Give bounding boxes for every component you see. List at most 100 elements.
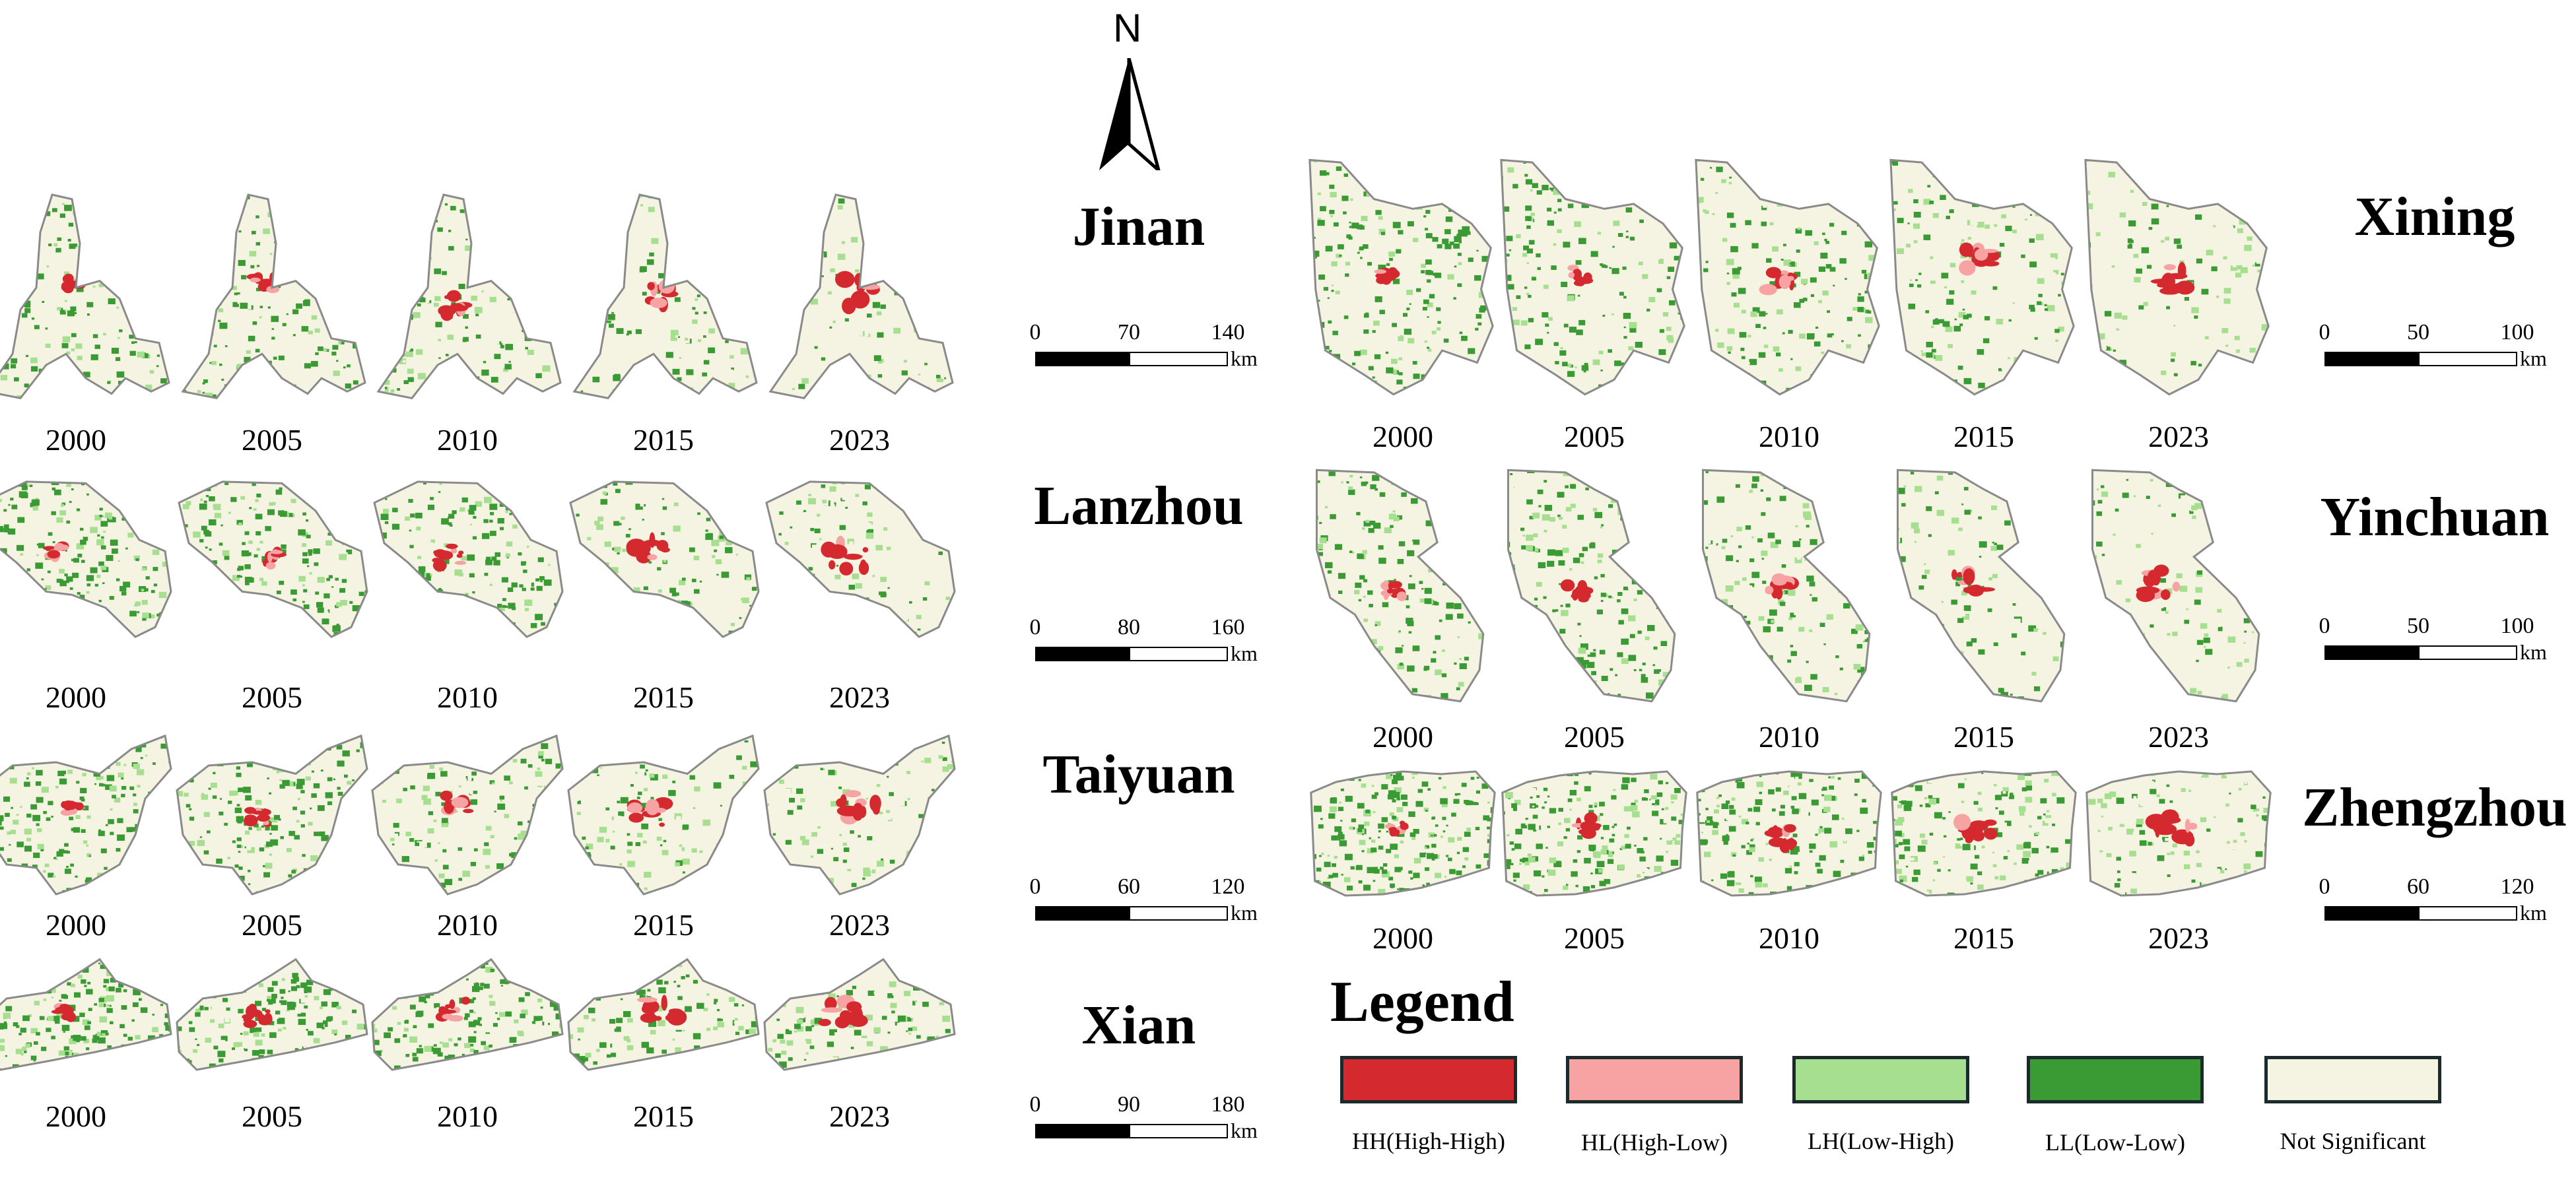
map-xining-2000: [1308, 158, 1494, 396]
year-label: 2015: [633, 680, 694, 714]
map-jinan-2023: [768, 193, 954, 399]
scale-tick-label: 50: [2407, 320, 2429, 344]
scale-bar-lanzhou: 0 80 160 km: [1029, 615, 1258, 674]
map-yinchuan-2000: [1316, 469, 1485, 703]
year-label: 2023: [829, 1099, 890, 1133]
scale-tick-label: 50: [2407, 614, 2429, 638]
city-label-xining: Xining: [2354, 186, 2515, 247]
year-label: 2010: [437, 908, 498, 942]
city-label-taiyuan: Taiyuan: [1042, 744, 1235, 805]
scale-tick-label: 60: [1118, 874, 1140, 899]
map-xian-2010: [371, 958, 564, 1071]
scale-bar-white: [1129, 906, 1228, 921]
scale-unit: km: [2520, 640, 2547, 664]
year-label: 2010: [437, 423, 498, 457]
north-label: N: [1113, 6, 1142, 50]
scale-bar-black: [1035, 352, 1129, 366]
year-label: 2000: [46, 680, 106, 714]
year-label: 2010: [1759, 420, 1819, 453]
scale-bar-white: [1129, 352, 1228, 366]
year-label: 2023: [2148, 420, 2209, 453]
city-label-jinan: Jinan: [1072, 196, 1205, 257]
scale-tick-label: 80: [1118, 615, 1140, 639]
year-label: 2000: [46, 1099, 106, 1133]
year-label: 2000: [46, 908, 106, 942]
scale-bar-yinchuan: 0 50 100 km: [2319, 614, 2547, 673]
scale-tick-label: 60: [2407, 874, 2429, 899]
year-label: 2023: [2148, 921, 2209, 955]
scale-unit: km: [2520, 346, 2547, 370]
scale-bar-white: [1129, 647, 1228, 661]
year-label: 2010: [1759, 720, 1819, 754]
map-zhengzhou-2023: [2085, 770, 2272, 897]
scale-bar-white: [2418, 352, 2517, 366]
scale-tick-label: 0: [1029, 320, 1041, 344]
year-label: 2005: [242, 423, 302, 457]
year-label: 2010: [437, 680, 498, 714]
scale-tick-label: 160: [1211, 615, 1245, 639]
legend-label: LL(Low-Low): [2045, 1129, 2185, 1156]
map-lanzhou-2015: [569, 480, 760, 638]
scale-bar-black: [1035, 1124, 1129, 1138]
year-label: 2000: [1373, 720, 1433, 754]
scale-bar-xian: 0 90 180 km: [1029, 1092, 1258, 1152]
scale-tick-label: 70: [1118, 320, 1140, 344]
year-label: 2010: [1759, 921, 1819, 955]
year-label: 2015: [1953, 720, 2014, 754]
scale-tick-label: 180: [1211, 1092, 1245, 1117]
city-label-yinchuan: Yinchuan: [2320, 486, 2550, 548]
scale-bar-jinan: 0 70 140 km: [1029, 320, 1258, 379]
north-arrow-icon: [1099, 58, 1161, 170]
year-label: 2000: [1373, 921, 1433, 955]
scale-tick-label: 0: [1029, 1092, 1041, 1117]
map-xining-2015: [1889, 158, 2075, 396]
year-label: 2023: [2148, 720, 2209, 754]
map-xian-2000: [0, 958, 172, 1071]
map-zhengzhou-2000: [1310, 770, 1496, 897]
year-label: 2023: [829, 680, 890, 714]
legend-label: HH(High-High): [1352, 1128, 1505, 1154]
year-label: 2005: [1564, 420, 1625, 453]
map-xian-2015: [567, 958, 760, 1071]
legend-label: HL(High-Low): [1581, 1129, 1728, 1156]
legend-title: Legend: [1330, 970, 1514, 1034]
year-label: 2023: [829, 423, 890, 457]
map-yinchuan-2010: [1702, 469, 1871, 703]
scale-unit: km: [1231, 901, 1258, 925]
year-label: 2005: [242, 908, 302, 942]
map-lanzhou-2000: [0, 480, 172, 638]
scale-unit: km: [2520, 901, 2547, 925]
scale-bar-xining: 0 50 100 km: [2319, 320, 2547, 379]
map-zhengzhou-2015: [1891, 770, 2077, 897]
map-yinchuan-2023: [2091, 469, 2260, 703]
scale-tick-label: 100: [2500, 320, 2534, 344]
legend-swatch: [1340, 1056, 1517, 1103]
map-taiyuan-2010: [371, 734, 564, 896]
scale-tick-label: 0: [2319, 320, 2330, 344]
map-xining-2023: [2084, 158, 2270, 396]
scale-bar-zhengzhou: 0 60 120 km: [2319, 874, 2547, 934]
year-label: 2010: [437, 1099, 498, 1133]
scale-tick-label: 120: [2500, 874, 2534, 899]
map-yinchuan-2015: [1897, 469, 2066, 703]
scale-tick-label: 90: [1118, 1092, 1140, 1117]
city-label-zhengzhou: Zhengzhou: [2302, 777, 2567, 838]
scale-tick-label: 0: [1029, 615, 1041, 639]
scale-bar-black: [1035, 647, 1129, 661]
scale-bar-taiyuan: 0 60 120 km: [1030, 874, 1258, 934]
legend-swatch: [1792, 1056, 1969, 1103]
map-taiyuan-2005: [176, 734, 368, 896]
scale-unit: km: [1231, 346, 1258, 370]
year-label: 2015: [1953, 921, 2014, 955]
map-zhengzhou-2010: [1696, 770, 1882, 897]
map-jinan-2000: [0, 193, 170, 399]
map-yinchuan-2005: [1507, 469, 1676, 703]
year-label: 2015: [633, 908, 694, 942]
map-lanzhou-2005: [178, 480, 368, 638]
scale-bar-black: [2324, 645, 2418, 660]
year-label: 2015: [633, 1099, 694, 1133]
scale-bar-black: [2324, 352, 2418, 366]
map-xian-2023: [763, 958, 956, 1071]
scale-unit: km: [1231, 1119, 1258, 1142]
year-label: 2000: [1373, 420, 1433, 453]
